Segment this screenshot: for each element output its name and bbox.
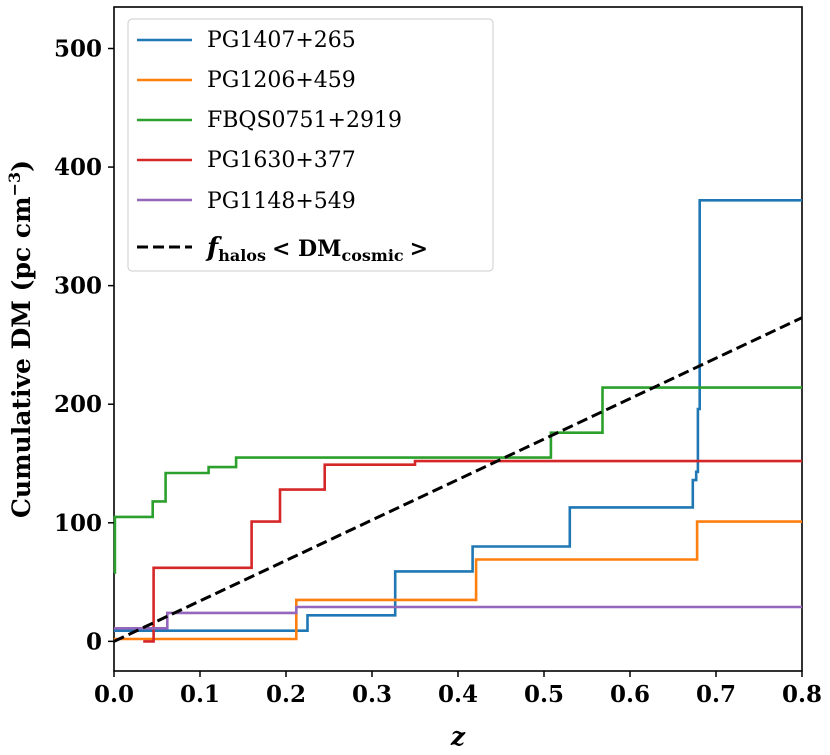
y-axis: 0 100 200 300 400 500 <box>54 36 114 655</box>
legend-label-pg1407: PG1407+265 <box>207 28 356 53</box>
series-line-pg1148-549 <box>114 605 802 630</box>
series-line-pg1407-265 <box>114 199 802 633</box>
legend-label-pg1148: PG1148+549 <box>207 189 356 214</box>
y-axis-label-main: Cumulative DM (pc cm <box>7 196 36 518</box>
x-tick-label: 0.0 <box>94 681 134 708</box>
x-tick-label: 0.7 <box>696 681 736 708</box>
series-line-pg1630-377 <box>143 459 802 643</box>
x-tick-label: 0.5 <box>524 681 564 708</box>
legend-fhalos-sub2: cosmic <box>341 246 403 265</box>
x-tick-label: 0.6 <box>610 681 650 708</box>
y-tick-label: 200 <box>54 391 102 418</box>
y-tick-label: 400 <box>54 154 102 181</box>
series-layer <box>113 199 803 643</box>
legend-box <box>127 18 494 272</box>
series-line-f-halos-dm-cosmic- <box>113 316 803 643</box>
legend-fhalos-f: f <box>205 233 222 263</box>
x-axis-label: z <box>450 722 466 751</box>
legend-fhalos-dm: < DM <box>272 236 342 262</box>
y-tick-label: 0 <box>86 628 102 655</box>
series-line-pg1206-459 <box>114 520 802 641</box>
x-axis: 0.0 0.1 0.2 0.3 0.4 0.5 0.6 0.7 0.8 <box>94 671 822 708</box>
x-tick-label: 0.4 <box>438 681 478 708</box>
legend-fhalos-close: > <box>410 236 428 262</box>
x-tick-label: 0.1 <box>180 681 220 708</box>
legend-label-pg1206: PG1206+459 <box>207 68 356 93</box>
y-tick-label: 500 <box>54 36 102 63</box>
legend-fhalos-sub: halos <box>218 246 266 265</box>
y-tick-label: 100 <box>54 510 102 537</box>
legend-label-fbqs0751: FBQS0751+2919 <box>207 108 402 133</box>
legend: PG1407+265 PG1206+459 FBQS0751+2919 PG16… <box>127 18 494 272</box>
series-line-fbqs0751-2919 <box>113 386 802 574</box>
y-axis-label-close: ) <box>7 160 36 172</box>
x-tick-label: 0.2 <box>266 681 306 708</box>
legend-label-pg1630: PG1630+377 <box>207 148 356 173</box>
x-tick-label: 0.8 <box>782 681 822 708</box>
y-axis-label: Cumulative DM (pc cm−3) <box>5 160 36 518</box>
x-tick-label: 0.3 <box>352 681 392 708</box>
y-axis-label-exponent: −3 <box>5 172 24 197</box>
legend-label-fhalos: fhalos < DMcosmic > <box>205 233 428 265</box>
y-tick-label: 300 <box>54 273 102 300</box>
